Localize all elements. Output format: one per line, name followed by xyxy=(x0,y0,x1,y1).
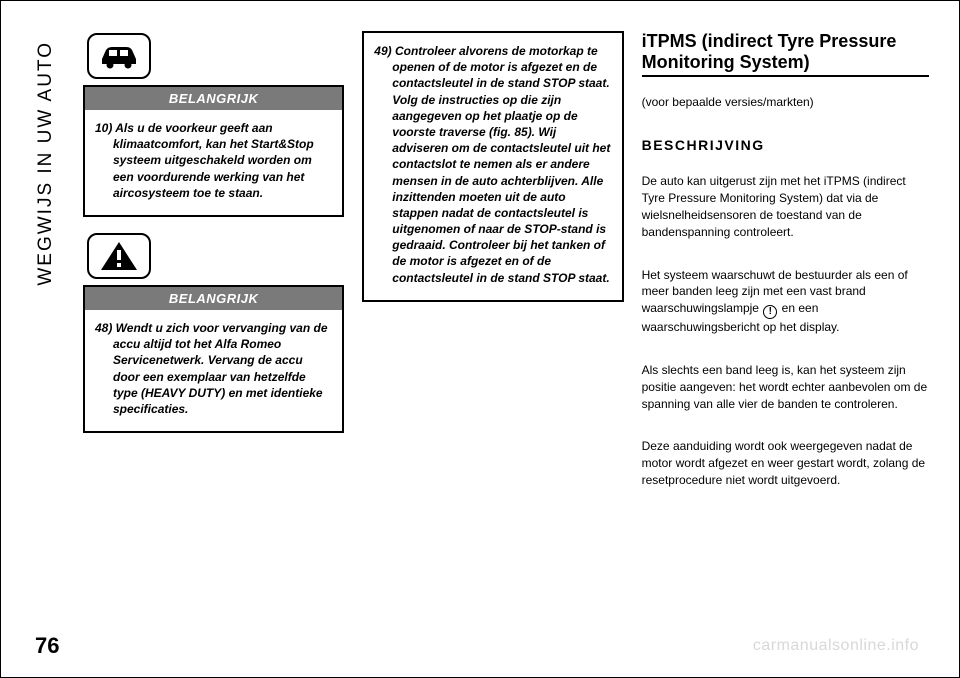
note-block-1: BELANGRIJK 10) Als u de voorkeur geeft a… xyxy=(83,31,344,217)
subsection-heading: BESCHRIJVING xyxy=(642,137,929,153)
side-label-text: WEGWIJS IN UW AUTO xyxy=(35,41,57,286)
column-1: BELANGRIJK 10) Als u de voorkeur geeft a… xyxy=(83,31,344,601)
note-box-2: BELANGRIJK 48) Wendt u zich voor vervang… xyxy=(83,285,344,433)
note-text-10: 10) Als u de voorkeur geeft aan klimaatc… xyxy=(95,120,332,201)
paragraph-3: Als slechts een band leeg is, kan het sy… xyxy=(642,362,929,412)
paragraph-4: Deze aanduiding wordt ook weergegeven na… xyxy=(642,438,929,488)
note-body-1: 10) Als u de voorkeur geeft aan klimaatc… xyxy=(85,110,342,215)
page-number: 76 xyxy=(35,633,59,659)
paragraph-1: De auto kan uitgerust zijn met het iTPMS… xyxy=(642,173,929,240)
car-icon xyxy=(87,33,151,79)
note-block-2: BELANGRIJK 48) Wendt u zich voor vervang… xyxy=(83,231,344,433)
watermark: carmanualsonline.info xyxy=(753,637,919,655)
warning-icon xyxy=(87,233,151,279)
warning-icon-wrap xyxy=(83,231,344,279)
note-box-3: 49) Controleer alvorens de motorkap te o… xyxy=(362,31,623,302)
content-columns: BELANGRIJK 10) Als u de voorkeur geeft a… xyxy=(83,31,929,601)
side-section-label: WEGWIJS IN UW AUTO xyxy=(31,41,61,637)
column-3: iTPMS (indirect Tyre Pressure Monitoring… xyxy=(642,31,929,601)
section-heading-itpms: iTPMS (indirect Tyre Pressure Monitoring… xyxy=(642,31,929,77)
column-2: 49) Controleer alvorens de motorkap te o… xyxy=(362,31,623,601)
note-body-2: 48) Wendt u zich voor vervanging van de … xyxy=(85,310,342,431)
car-icon-wrap xyxy=(83,31,344,79)
note-header-1: BELANGRIJK xyxy=(85,87,342,110)
section-subtitle: (voor bepaalde versies/markten) xyxy=(642,95,929,109)
note-header-2: BELANGRIJK xyxy=(85,287,342,310)
paragraph-2: Het systeem waarschuwt de bestuurder als… xyxy=(642,267,929,336)
manual-page: WEGWIJS IN UW AUTO xyxy=(0,0,960,678)
note-body-3: 49) Controleer alvorens de motorkap te o… xyxy=(364,33,621,300)
note-text-48: 48) Wendt u zich voor vervanging van de … xyxy=(95,320,332,417)
note-box-1: BELANGRIJK 10) Als u de voorkeur geeft a… xyxy=(83,85,344,217)
note-text-49: 49) Controleer alvorens de motorkap te o… xyxy=(374,43,611,286)
warning-lamp-icon: ! xyxy=(763,305,777,319)
